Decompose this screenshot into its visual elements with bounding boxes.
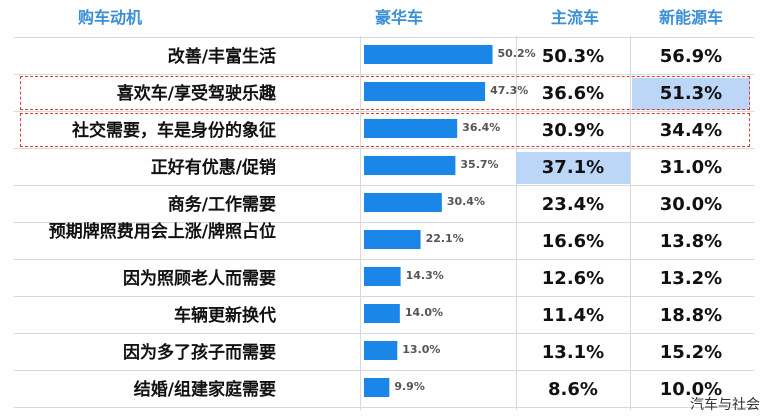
- luxury-value-label: 14.0%: [405, 306, 443, 319]
- mainstream-value: 36.6%: [541, 82, 605, 104]
- luxury-value-label: 14.3%: [406, 269, 444, 282]
- mainstream-value: 12.6%: [541, 267, 605, 289]
- mainstream-value: 23.4%: [541, 193, 605, 215]
- header-mainstream: 主流车: [550, 8, 599, 27]
- motive-label: 车辆更新换代: [174, 305, 276, 326]
- header-motive: 购车动机: [77, 8, 142, 27]
- luxury-bar: [364, 82, 486, 101]
- luxury-value-label: 36.4%: [462, 121, 500, 134]
- luxury-value-label: 22.1%: [426, 232, 464, 245]
- mainstream-value: 30.9%: [541, 119, 605, 141]
- motive-label: 因为照顾老人而需要: [123, 268, 276, 289]
- nev-value: 15.2%: [659, 341, 723, 363]
- row-divider: [14, 333, 754, 334]
- column-divider: [516, 36, 517, 410]
- motive-label: 社交需要，车是身份的象征: [72, 120, 276, 141]
- mainstream-value: 11.4%: [541, 304, 605, 326]
- row-divider: [14, 185, 754, 186]
- row-divider: [14, 407, 754, 408]
- motive-label: 喜欢车/享受驾驶乐趣: [116, 83, 276, 104]
- column-divider: [630, 36, 631, 410]
- luxury-bar: [364, 45, 493, 64]
- motive-label: 正好有优惠/促销: [150, 157, 276, 178]
- row-divider: [14, 296, 754, 297]
- motive-label: 因为多了孩子而需要: [123, 342, 276, 363]
- nev-value: 31.0%: [659, 156, 723, 178]
- mainstream-value: 13.1%: [541, 341, 605, 363]
- nev-value: 34.4%: [659, 119, 723, 141]
- motive-label: 商务/工作需要: [167, 194, 276, 215]
- row-divider: [14, 259, 754, 260]
- mainstream-value: 8.6%: [548, 378, 598, 400]
- row-divider: [14, 111, 754, 112]
- luxury-value-label: 9.9%: [394, 380, 425, 393]
- luxury-value-label: 47.3%: [490, 84, 528, 97]
- luxury-value-label: 30.4%: [447, 195, 485, 208]
- luxury-value-label: 50.2%: [498, 47, 536, 60]
- row-divider: [14, 222, 754, 223]
- luxury-value-label: 35.7%: [460, 158, 498, 171]
- header-nev: 新能源车: [658, 8, 723, 27]
- mainstream-value: 37.1%: [516, 151, 630, 184]
- luxury-bar: [364, 230, 421, 249]
- mainstream-value: 16.6%: [541, 230, 605, 252]
- column-divider: [360, 36, 361, 410]
- highlight-dashed-box: [20, 76, 750, 110]
- row-divider: [14, 37, 754, 38]
- luxury-value-label: 13.0%: [402, 343, 440, 356]
- nev-value: 13.8%: [659, 230, 723, 252]
- nev-value: 56.9%: [659, 45, 723, 67]
- motive-label: 预期牌照费用会上涨/牌照占位: [48, 221, 276, 242]
- motive-label: 结婚/组建家庭需要: [133, 379, 276, 400]
- nev-value: 10.0%: [659, 378, 723, 400]
- nev-value: 13.2%: [659, 267, 723, 289]
- motive-label: 改善/丰富生活: [167, 46, 276, 67]
- row-divider: [14, 148, 754, 149]
- luxury-bar: [364, 304, 400, 323]
- luxury-bar: [364, 193, 442, 212]
- nev-value: 51.3%: [632, 77, 750, 110]
- row-divider: [14, 370, 754, 371]
- highlight-dashed-box: [20, 113, 750, 147]
- nev-value: 18.8%: [659, 304, 723, 326]
- row-divider: [14, 74, 754, 75]
- watermark: 汽车与社会: [690, 397, 760, 413]
- header-luxury: 豪华车: [374, 8, 423, 27]
- mainstream-value: 50.3%: [541, 45, 605, 67]
- luxury-bar: [364, 378, 390, 397]
- luxury-bar: [364, 119, 458, 138]
- luxury-bar: [364, 156, 456, 175]
- nev-value: 30.0%: [659, 193, 723, 215]
- luxury-bar: [364, 341, 398, 360]
- luxury-bar: [364, 267, 401, 286]
